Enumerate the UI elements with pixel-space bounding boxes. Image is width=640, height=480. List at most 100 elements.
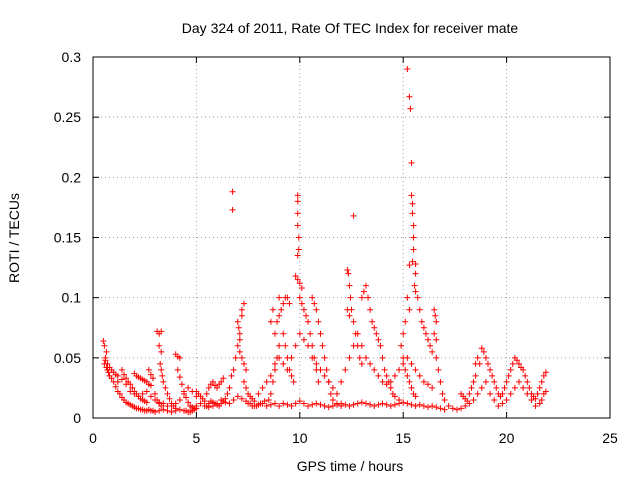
data-point	[203, 390, 210, 397]
data-point	[420, 324, 427, 331]
data-point	[404, 354, 411, 361]
data-point	[365, 294, 372, 301]
data-point	[286, 300, 293, 307]
data-point	[346, 402, 353, 409]
data-point	[346, 354, 353, 361]
data-point	[108, 375, 115, 382]
y-tick-label: 0.25	[54, 109, 81, 125]
data-point	[462, 402, 469, 409]
data-point	[354, 400, 361, 407]
data-point	[269, 306, 276, 313]
data-point	[218, 378, 225, 385]
data-point	[228, 372, 235, 379]
data-point	[425, 404, 432, 411]
data-point	[482, 378, 489, 385]
data-point	[429, 384, 436, 391]
data-point	[101, 342, 108, 349]
data-point	[400, 360, 407, 367]
data-point	[520, 384, 527, 391]
data-point	[230, 396, 237, 403]
data-point	[325, 404, 332, 411]
data-point	[534, 390, 541, 397]
data-point	[379, 400, 386, 407]
data-point	[383, 381, 390, 388]
data-point	[143, 388, 150, 395]
data-point	[408, 360, 415, 367]
data-point	[135, 393, 142, 400]
x-tick-label: 20	[499, 430, 515, 446]
data-point	[410, 222, 417, 229]
data-point	[152, 390, 159, 397]
data-point	[532, 395, 539, 402]
data-point	[489, 372, 496, 379]
data-point	[360, 288, 367, 295]
data-point	[127, 388, 134, 395]
data-point	[478, 345, 485, 352]
data-point	[226, 400, 233, 407]
data-point	[267, 372, 274, 379]
data-point	[229, 188, 236, 195]
data-point	[480, 348, 487, 355]
data-point	[408, 192, 415, 199]
data-point	[307, 330, 314, 337]
data-point	[240, 300, 247, 307]
data-point	[284, 294, 291, 301]
data-point	[236, 336, 243, 343]
data-point	[265, 396, 272, 403]
data-point	[474, 390, 481, 397]
data-point	[176, 354, 183, 361]
data-point	[435, 366, 442, 373]
data-point	[329, 396, 336, 403]
data-point	[371, 324, 378, 331]
data-point	[311, 300, 318, 307]
data-point	[259, 384, 266, 391]
data-point	[396, 366, 403, 373]
data-point	[412, 288, 419, 295]
axis-ticks	[92, 56, 611, 419]
data-point	[309, 354, 316, 361]
data-point	[267, 318, 274, 325]
data-point	[238, 306, 245, 313]
data-point	[329, 384, 336, 391]
data-point	[288, 354, 295, 361]
data-point	[276, 402, 283, 409]
data-point	[240, 360, 247, 367]
data-point	[482, 354, 489, 361]
data-point	[412, 260, 419, 267]
data-point	[464, 398, 471, 405]
data-point	[174, 366, 181, 373]
data-point	[309, 294, 316, 301]
data-point	[158, 366, 165, 373]
data-point	[476, 360, 483, 367]
data-point	[369, 318, 376, 325]
data-point	[294, 198, 301, 205]
data-point	[243, 384, 250, 391]
data-point	[152, 408, 159, 415]
data-point	[334, 401, 341, 408]
data-point	[404, 400, 411, 407]
y-tick-label: 0	[73, 410, 81, 426]
data-point	[408, 159, 415, 166]
data-point	[493, 384, 500, 391]
data-point	[313, 306, 320, 313]
data-point	[327, 390, 334, 397]
data-point	[338, 400, 345, 407]
data-point	[433, 318, 440, 325]
data-point	[247, 400, 254, 407]
data-point	[176, 406, 183, 413]
data-point	[429, 402, 436, 409]
data-point	[280, 330, 287, 337]
data-point	[536, 384, 543, 391]
data-point	[172, 407, 179, 414]
data-point	[499, 400, 506, 407]
data-point	[487, 390, 494, 397]
data-point	[409, 210, 416, 217]
data-point	[222, 399, 229, 406]
data-point	[491, 396, 498, 403]
data-point	[503, 396, 510, 403]
chart-title: Day 324 of 2011, Rate Of TEC Index for r…	[182, 20, 519, 36]
data-point	[240, 378, 247, 385]
data-point	[112, 383, 119, 390]
data-point	[158, 328, 165, 335]
data-point	[431, 306, 438, 313]
